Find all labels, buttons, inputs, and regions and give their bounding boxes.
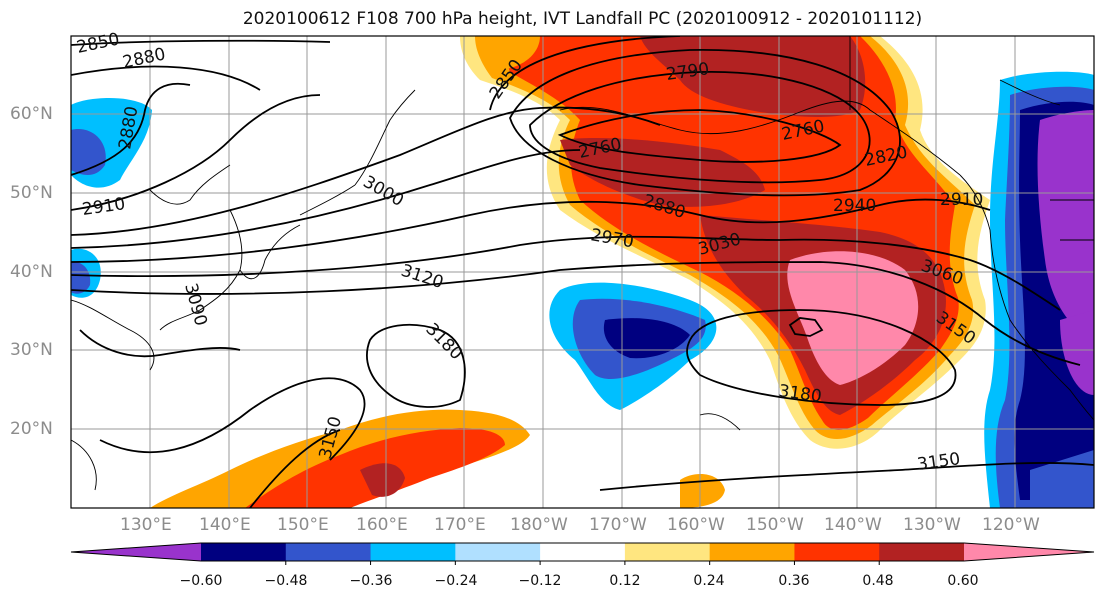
- colorbar-tick: 0.48: [862, 573, 894, 589]
- contour-label: 2850: [75, 29, 121, 58]
- colorbar-segment: [540, 543, 626, 561]
- contour-label: 3120: [398, 261, 445, 293]
- lat-label: 30°N: [10, 340, 53, 360]
- lat-label: 50°N: [10, 183, 53, 203]
- lon-label: 150°E: [277, 515, 329, 535]
- lon-label: 170°E: [434, 515, 486, 535]
- lon-label: 140°W: [824, 515, 882, 535]
- colorbar-outline: [70, 542, 1095, 562]
- colorbar-segment: [709, 543, 795, 561]
- colorbar-tick: 0.24: [693, 573, 725, 589]
- colorbar-tick: 0.60: [947, 573, 979, 589]
- contour-label: 2910: [940, 190, 983, 210]
- map-frame: [70, 35, 1095, 509]
- lon-label: 180°W: [510, 515, 568, 535]
- lat-label: 60°N: [10, 104, 53, 124]
- colorbar-segment: [879, 543, 965, 561]
- contour-label: 3150: [916, 449, 962, 475]
- lat-label: 40°N: [10, 262, 53, 282]
- lon-label: 120°W: [982, 515, 1040, 535]
- height-contours: [71, 36, 1094, 508]
- colorbar-tick: −0.60: [179, 573, 223, 589]
- contour-label: 2940: [833, 196, 876, 216]
- colorbar-segment: [794, 543, 880, 561]
- colorbar-segment: [370, 543, 456, 561]
- colorbar-segment: [285, 543, 372, 561]
- colorbar-tick: 0.36: [778, 573, 810, 589]
- lat-label: 20°N: [10, 419, 53, 439]
- colorbar: [70, 542, 1095, 565]
- lon-label: 160°E: [356, 515, 408, 535]
- colorbar-extend-min: [71, 543, 201, 561]
- colorbar-tick: −0.24: [434, 573, 478, 589]
- lon-label: 140°E: [199, 515, 251, 535]
- lon-label: 130°E: [120, 515, 172, 535]
- lon-label: 150°W: [746, 515, 804, 535]
- colorbar-tick: −0.36: [349, 573, 393, 589]
- colorbar-tick: 0.12: [609, 573, 641, 589]
- lon-label: 160°W: [667, 515, 725, 535]
- colorbar-segment: [201, 543, 287, 561]
- gridlines: [71, 36, 1094, 508]
- colorbar-tick: −0.12: [518, 573, 562, 589]
- contour-label: 3180: [421, 319, 466, 364]
- colorbar-segment: [455, 543, 541, 561]
- contour-label: 3090: [180, 281, 211, 328]
- coastlines: [71, 36, 1094, 491]
- lon-label: 130°W: [903, 515, 961, 535]
- lon-label: 170°W: [589, 515, 647, 535]
- contour-label: 2880: [121, 44, 167, 73]
- map-title: 2020100612 F108 700 hPa height, IVT Land…: [242, 9, 923, 29]
- colorbar-tick: −0.48: [264, 573, 308, 589]
- colorbar-segment: [624, 543, 711, 561]
- colorbar-extend-max: [964, 543, 1094, 561]
- contour-label: 3000: [360, 172, 407, 211]
- contour-label: 2910: [81, 194, 127, 220]
